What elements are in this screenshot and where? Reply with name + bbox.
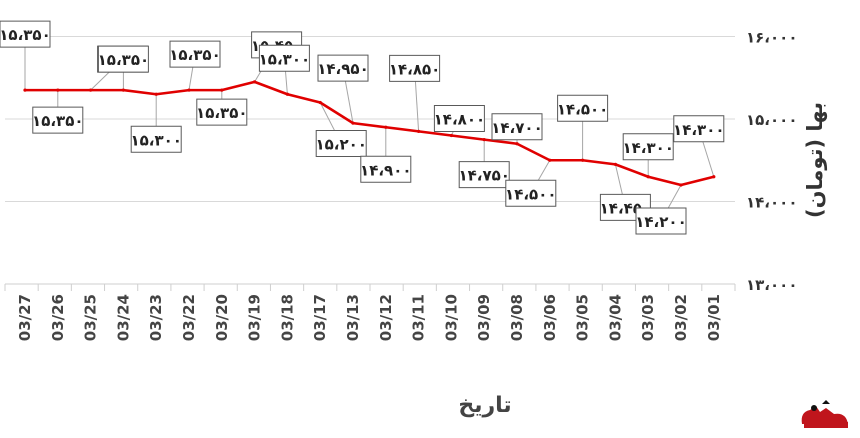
data-label-box: [433, 105, 485, 132]
data-point: [646, 175, 650, 179]
data-point: [56, 88, 60, 92]
series-line-group: [23, 80, 716, 187]
data-label-box: [315, 130, 367, 157]
data-label-box: [258, 44, 310, 72]
x-tick-label: 03/17: [311, 294, 329, 341]
y-tick-label: ۱۴،۰۰۰: [746, 194, 797, 212]
data-point: [285, 92, 289, 96]
data-point: [548, 158, 552, 162]
data-label: ۱۴،۸۵۰: [389, 60, 440, 78]
data-label: ۱۵،۳۰۰: [130, 131, 181, 149]
x-tick-label: 03/10: [442, 294, 460, 341]
x-tick-label: 03/26: [49, 294, 67, 341]
data-label-box: [389, 54, 441, 82]
y-tick-labels: ۱۳،۰۰۰ ۱۴،۰۰۰ ۱۵،۰۰۰ ۱۶،۰۰۰: [746, 29, 797, 295]
data-label: ۱۴،۵۰۰: [505, 185, 556, 203]
x-tick-label: 03/20: [213, 294, 231, 341]
data-label-box: [97, 45, 149, 73]
x-axis-title: تاریخ: [458, 393, 511, 418]
series-line: [25, 80, 715, 187]
data-label-box: [0, 20, 51, 48]
data-point: [417, 129, 421, 133]
data-label: ۱۴،۹۰۰: [360, 161, 411, 179]
x-tick-label: 03/08: [508, 294, 526, 341]
data-point: [121, 88, 125, 92]
data-label: ۱۴،۹۵۰: [317, 60, 368, 78]
data-point: [581, 158, 585, 162]
data-label-box: [32, 106, 84, 134]
x-axis: [4, 283, 736, 291]
data-label: ۱۴،۳۰۰: [622, 139, 673, 157]
data-label: ۱۵،۲۰۰: [315, 136, 366, 154]
data-label-box: [458, 161, 510, 189]
data-label-box: [360, 155, 412, 183]
x-tick-label: 03/01: [705, 294, 723, 341]
data-label-box: [317, 54, 369, 82]
data-label: ۱۴،۷۵۰: [458, 167, 509, 185]
x-tick-label: 03/25: [82, 294, 100, 341]
data-label-box: [196, 98, 248, 126]
data-label-box: [622, 133, 674, 161]
data-label: ۱۴،۵۰۰: [557, 100, 608, 118]
data-label: ۱۵،۳۵۰: [98, 51, 149, 69]
x-tick-label: 03/13: [344, 294, 362, 341]
x-tick-label: 03/11: [410, 294, 428, 341]
data-point: [318, 100, 322, 105]
x-tick-label: 03/27: [16, 294, 34, 341]
data-label-box: [635, 207, 687, 235]
data-label: ۱۴،۸۰۰: [434, 111, 485, 129]
x-tick-label: 03/03: [639, 294, 657, 341]
data-label: ۱۴،۳۰۰: [673, 121, 724, 139]
x-tick-label: 03/05: [574, 294, 592, 341]
data-label-box: [491, 113, 543, 141]
data-point: [187, 88, 191, 92]
data-label-box: [169, 40, 221, 68]
data-label: ۱۵،۳۰۰: [259, 50, 310, 68]
data-point: [679, 183, 683, 187]
data-point: [154, 92, 158, 96]
x-tick-label: 03/18: [278, 294, 296, 341]
data-labels: ۱۵،۳۵۰ ۱۵،۳۵۰ ۱۵،۳۵۰ ۱۵،۳۵۰ ۱۵،۳۰۰ ۱۵،۳۵۰ ۱۵،۳…: [0, 20, 725, 235]
data-point: [253, 80, 257, 84]
x-tick-label: 03/02: [672, 294, 690, 341]
x-tick-label: 03/09: [475, 294, 493, 341]
data-label: ۱۴،۲۰۰: [635, 213, 686, 231]
x-tick-label: 03/06: [541, 294, 559, 341]
data-label-box: [557, 94, 609, 122]
data-point: [515, 142, 519, 146]
data-point: [351, 121, 355, 125]
data-point: [449, 133, 453, 138]
logo-icon: [801, 400, 848, 428]
data-label: ۱۵،۳۵۰: [169, 46, 220, 64]
data-point: [613, 162, 618, 166]
x-tick-label: 03/19: [246, 294, 264, 341]
x-tick-label: 03/22: [180, 294, 198, 341]
data-label-box: [130, 125, 182, 153]
data-label: ۱۵،۳۵۰: [0, 26, 51, 44]
data-label-box: [599, 193, 651, 221]
data-point: [482, 138, 486, 142]
data-point: [23, 88, 27, 92]
y-tick-label: ۱۶،۰۰۰: [746, 29, 797, 47]
data-label: ۱۵،۳۵۰: [196, 104, 247, 122]
data-label-box: [673, 115, 725, 143]
y-axis-title: بها (تومان): [803, 102, 827, 218]
data-label-box: [505, 179, 557, 207]
x-tick-label: 03/04: [606, 294, 624, 341]
data-point: [712, 175, 716, 179]
data-label: ۱۴،۷۰۰: [491, 119, 542, 137]
x-tick-label: 03/24: [114, 294, 132, 341]
x-tick-label: 03/23: [147, 294, 165, 341]
y-tick-label: ۱۳،۰۰۰: [746, 276, 797, 294]
x-tick-labels: 03/27 03/26 03/25 03/24 03/23 03/22 03/20 03/19…: [16, 294, 723, 341]
x-tick-label: 03/12: [377, 294, 395, 341]
data-point: [220, 88, 224, 92]
data-label: ۱۵،۳۵۰: [32, 112, 83, 130]
y-tick-label: ۱۵،۰۰۰: [746, 111, 797, 129]
data-point: [89, 88, 93, 92]
data-point: [384, 125, 388, 129]
